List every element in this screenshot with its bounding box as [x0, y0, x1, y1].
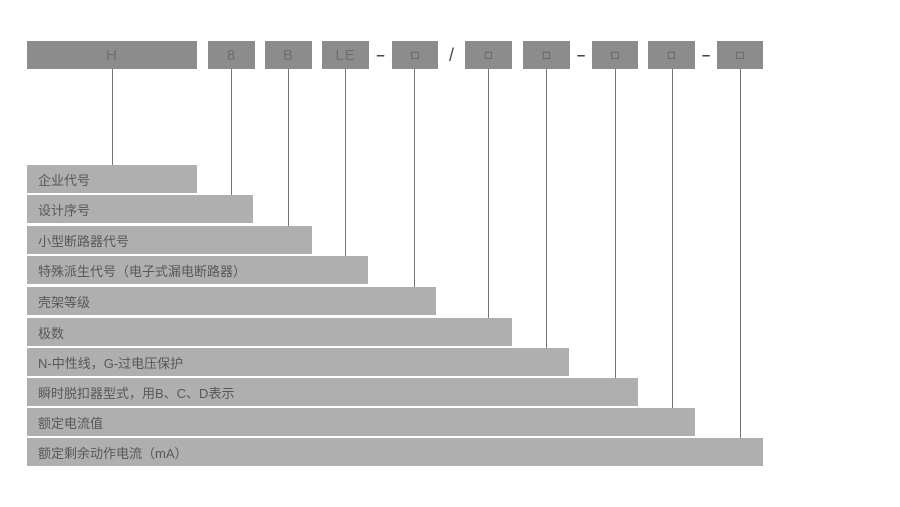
legend-row-mcb-code: 小型断路器代号	[27, 226, 312, 254]
legend-row-frame-grade: 壳架等级	[27, 287, 436, 315]
code-separator-slash-icon: /	[448, 44, 454, 65]
legend-row-trip-type: 瞬时脱扣器型式，用B、C、D表示	[27, 378, 638, 406]
code-box-mcb-code: B	[265, 41, 312, 69]
code-box-poles-placeholder: □	[465, 41, 512, 69]
code-separator-dash-icon: –	[576, 46, 586, 64]
connector-line-poles	[488, 69, 489, 318]
legend-row-design-serial: 设计序号	[27, 195, 253, 223]
connector-line-design-serial	[231, 69, 232, 195]
legend-row-poles: 极数	[27, 318, 512, 346]
connector-line-derivative-code	[345, 69, 346, 256]
code-box-enterprise-code: H	[27, 41, 197, 69]
legend-row-enterprise-code: 企业代号	[27, 165, 197, 193]
code-box-frame-grade-placeholder: □	[392, 41, 438, 69]
code-box-neutral-overvoltage-placeholder: □	[523, 41, 570, 69]
code-separator-dash-icon: –	[376, 46, 385, 64]
connector-line-neutral-overvoltage	[546, 69, 547, 348]
connector-line-rated-current	[672, 69, 673, 408]
code-box-design-serial: 8	[208, 41, 255, 69]
connector-line-frame-grade	[414, 69, 415, 287]
legend-row-residual-current: 额定剩余动作电流（mA）	[27, 438, 763, 466]
legend-row-derivative-code: 特殊派生代号（电子式漏电断路器）	[27, 256, 368, 284]
connector-line-enterprise-code	[112, 69, 113, 165]
code-box-rated-current-placeholder: □	[648, 41, 695, 69]
connector-line-residual-current	[740, 69, 741, 438]
code-separator-dash-icon: –	[701, 46, 711, 64]
code-box-derivative-code: LE	[322, 41, 369, 69]
code-box-trip-type-placeholder: □	[592, 41, 638, 69]
connector-line-mcb-code	[288, 69, 289, 226]
code-box-residual-current-placeholder: □	[717, 41, 763, 69]
legend-row-rated-current: 额定电流值	[27, 408, 695, 436]
connector-line-trip-type	[615, 69, 616, 378]
legend-row-neutral-overvoltage: N-中性线，G-过电压保护	[27, 348, 569, 376]
